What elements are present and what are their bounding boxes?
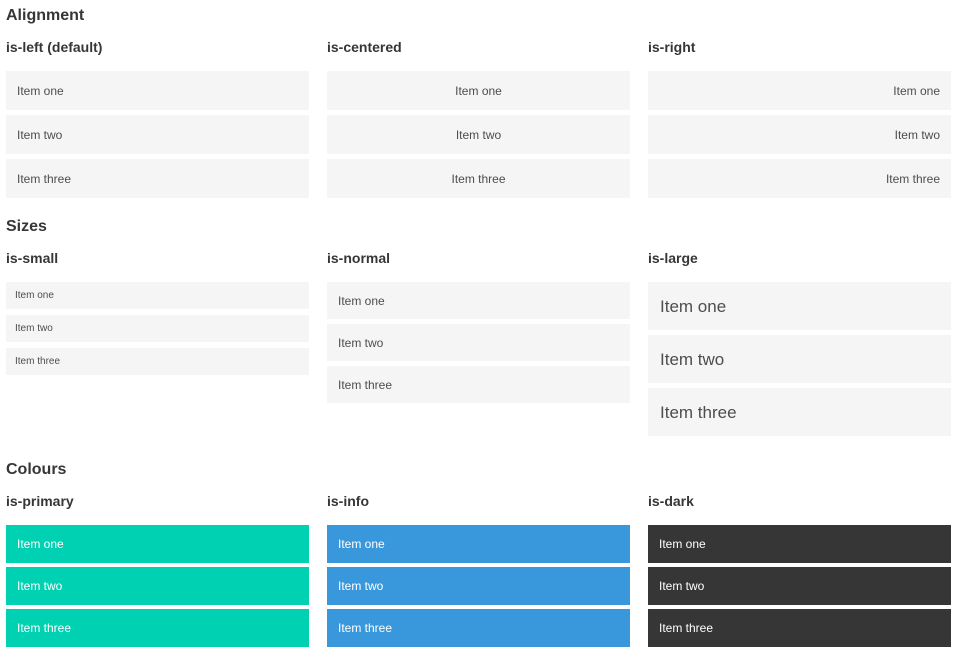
list-item: Item three [648,609,951,647]
column-title-is-small: is-small [6,250,59,266]
item-list: Item one Item two Item three [648,71,951,198]
list-item: Item two [327,567,630,605]
column-title-is-right: is-right [648,39,696,55]
column-title-is-primary: is-primary [6,493,74,509]
item-list: Item one Item two Item three [6,71,309,198]
list-item: Item three [6,159,309,198]
list-item: Item one [6,71,309,110]
item-list: Item one Item two Item three [327,71,630,198]
item-list: Item one Item two Item three [6,282,309,375]
list-item: Item three [327,366,630,403]
item-list: Item one Item two Item three [648,525,951,647]
list-item: Item one [648,525,951,563]
column-title-is-centered: is-centered [327,39,402,55]
list-item: Item three [648,159,951,198]
list-item: Item two [648,567,951,605]
section-sizes: Sizes is-small Item one Item two Item th… [6,217,951,441]
list-item: Item one [648,71,951,110]
column-title-is-left: is-left (default) [6,39,103,55]
column-is-large: is-large Item one Item two Item three [648,250,951,441]
list-item: Item three [327,159,630,198]
item-list: Item one Item two Item three [648,282,951,436]
item-list: Item one Item two Item three [327,282,630,403]
list-item: Item three [327,609,630,647]
section-alignment: Alignment is-left (default) Item one Ite… [6,6,951,198]
column-is-centered: is-centered Item one Item two Item three [327,39,630,198]
column-is-normal: is-normal Item one Item two Item three [327,250,630,403]
list-item: Item two [327,115,630,154]
list-item: Item two [648,335,951,383]
list-item: Item one [648,282,951,330]
list-item: Item three [6,348,309,375]
list-item: Item two [6,567,309,605]
list-item: Item three [648,388,951,436]
column-title-is-large: is-large [648,250,698,266]
alignment-columns: is-left (default) Item one Item two Item… [6,39,951,198]
section-title-sizes: Sizes [6,218,47,235]
column-is-info: is-info Item one Item two Item three [327,493,630,651]
list-item: Item one [327,525,630,563]
column-title-is-normal: is-normal [327,250,391,266]
section-title-alignment: Alignment [6,7,85,24]
column-is-primary: is-primary Item one Item two Item three [6,493,309,651]
column-is-small: is-small Item one Item two Item three [6,250,309,381]
list-item: Item two [6,115,309,154]
column-title-is-dark: is-dark [648,493,694,509]
list-item: Item two [327,324,630,361]
sizes-columns: is-small Item one Item two Item three is… [6,250,951,441]
section-title-colours: Colours [6,461,67,478]
column-title-is-info: is-info [327,493,369,509]
list-item: Item one [327,282,630,319]
colours-columns: is-primary Item one Item two Item three … [6,493,951,651]
list-item: Item two [6,315,309,342]
column-is-left: is-left (default) Item one Item two Item… [6,39,309,198]
list-item: Item one [6,525,309,563]
list-item: Item one [327,71,630,110]
item-list: Item one Item two Item three [327,525,630,647]
section-colours: Colours is-primary Item one Item two Ite… [6,460,951,651]
list-item: Item two [648,115,951,154]
list-item: Item three [6,609,309,647]
column-is-right: is-right Item one Item two Item three [648,39,951,198]
column-is-dark: is-dark Item one Item two Item three [648,493,951,651]
item-list: Item one Item two Item three [6,525,309,647]
list-item: Item one [6,282,309,309]
